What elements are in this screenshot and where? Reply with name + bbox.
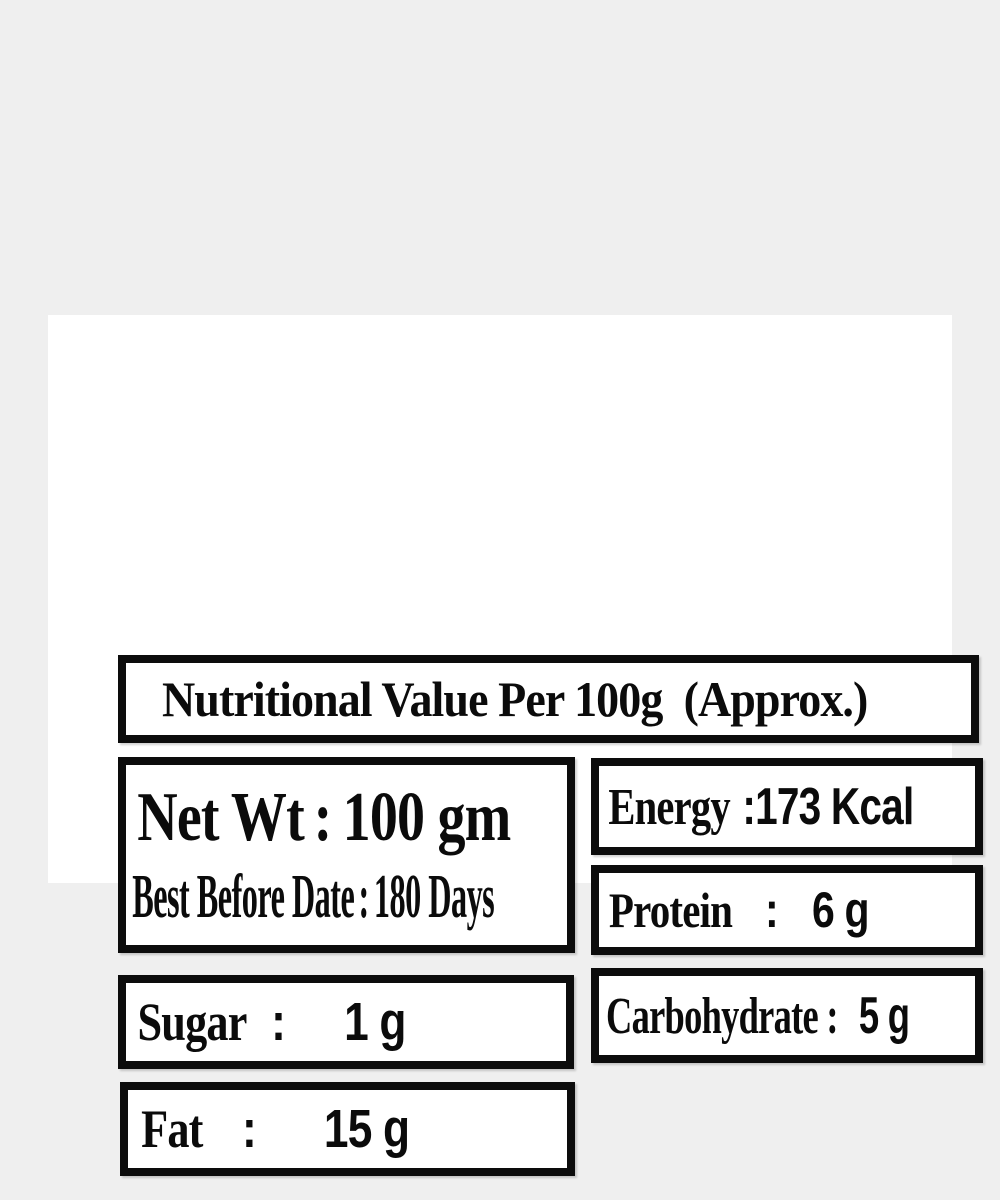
carbohydrate-colon: : [826,987,838,1045]
fat-value: 15 g [323,1099,410,1159]
title-row: Nutritional Value Per 100g (Approx.) [126,670,903,728]
net-weight-label: Net Wt [137,778,305,856]
energy-colon: : [742,777,756,836]
carbohydrate-label: Carbohydrate [606,987,819,1045]
protein-row: Protein:6 g [599,881,907,939]
sugar-box: Sugar:1 g [118,975,574,1069]
protein-label: Protein [608,882,733,938]
page-title: Nutritional Value Per 100g (Approx.) [161,671,868,727]
sugar-value: 1 g [344,992,406,1052]
title-box: Nutritional Value Per 100g (Approx.) [118,655,979,743]
fat-box: Fat: 15 g [120,1082,575,1176]
net-weight-value: 100 gm [342,778,512,856]
fat-colon: : [241,1099,257,1159]
fat-row: Fat: 15 g [128,1098,488,1160]
best-before-value: 180 Days [373,862,495,931]
protein-value: 6 g [811,882,870,938]
energy-label: Energy [608,778,730,836]
protein-box: Protein:6 g [591,865,983,955]
net-weight-colon: : [313,778,333,856]
net-weight-box: Net Wt:100 gm Best Before Date:180 Days [118,757,575,953]
best-before-label: Best Before Date [132,862,355,931]
sugar-row: Sugar:1 g [126,991,487,1053]
energy-row: Energy:173 Kcal [599,777,923,837]
carbohydrate-row: Carbohydrate:5 g [599,986,916,1046]
energy-box: Energy:173 Kcal [591,758,983,855]
fat-label: Fat [141,1099,203,1159]
carbohydrate-box: Carbohydrate:5 g [591,968,983,1063]
energy-value: 173 Kcal [755,777,914,836]
sugar-colon: : [271,992,286,1052]
carbohydrate-value: 5 g [858,986,910,1045]
best-before-row: Best Before Date:180 Days [126,862,567,933]
label-panel: Nutritional Value Per 100g (Approx.) Net… [48,315,983,1176]
sugar-label: Sugar [137,992,247,1052]
best-before-colon: : [358,862,369,931]
net-weight-row: Net Wt:100 gm [126,778,567,858]
protein-colon: : [764,882,779,938]
